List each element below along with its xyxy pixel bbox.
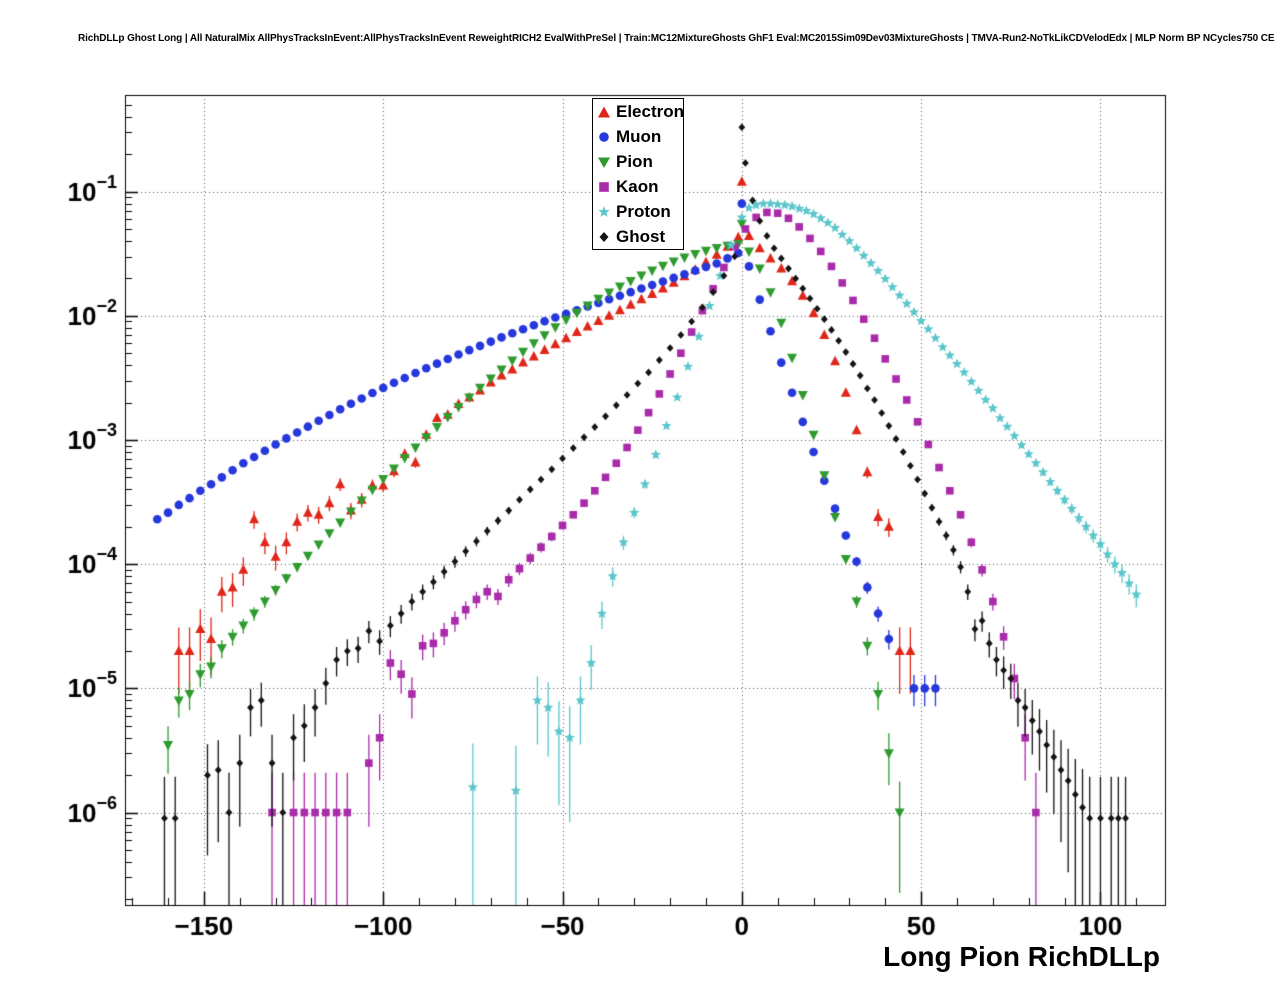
legend-label: Kaon (616, 176, 659, 196)
plot-title: RichDLLp Ghost Long | All NaturalMix All… (78, 33, 1276, 44)
circle-icon (599, 131, 609, 142)
legend-entry-kaon: Kaon (593, 174, 683, 199)
legend-entry-pion: Pion (593, 149, 683, 174)
square-icon (599, 181, 609, 192)
legend-label: Ghost (616, 226, 666, 246)
legend-entry-muon: Muon (593, 124, 683, 149)
legend-label: Muon (616, 126, 662, 146)
star-icon (598, 205, 610, 217)
legend-entry-electron: Electron (593, 99, 685, 124)
triangle-down-icon (598, 157, 610, 168)
legend-label: Electron (616, 101, 685, 121)
diamond-icon (599, 231, 609, 242)
legend-entry-ghost: Ghost (593, 224, 683, 249)
x-axis-title: Long Pion RichDLLp (883, 941, 1160, 972)
legend-entry-proton: Proton (593, 199, 683, 224)
legend: Electron Muon Pion Kaon Proton Ghost (592, 98, 684, 250)
legend-label: Proton (616, 201, 671, 221)
legend-label: Pion (616, 151, 653, 171)
triangle-up-icon (598, 106, 610, 117)
